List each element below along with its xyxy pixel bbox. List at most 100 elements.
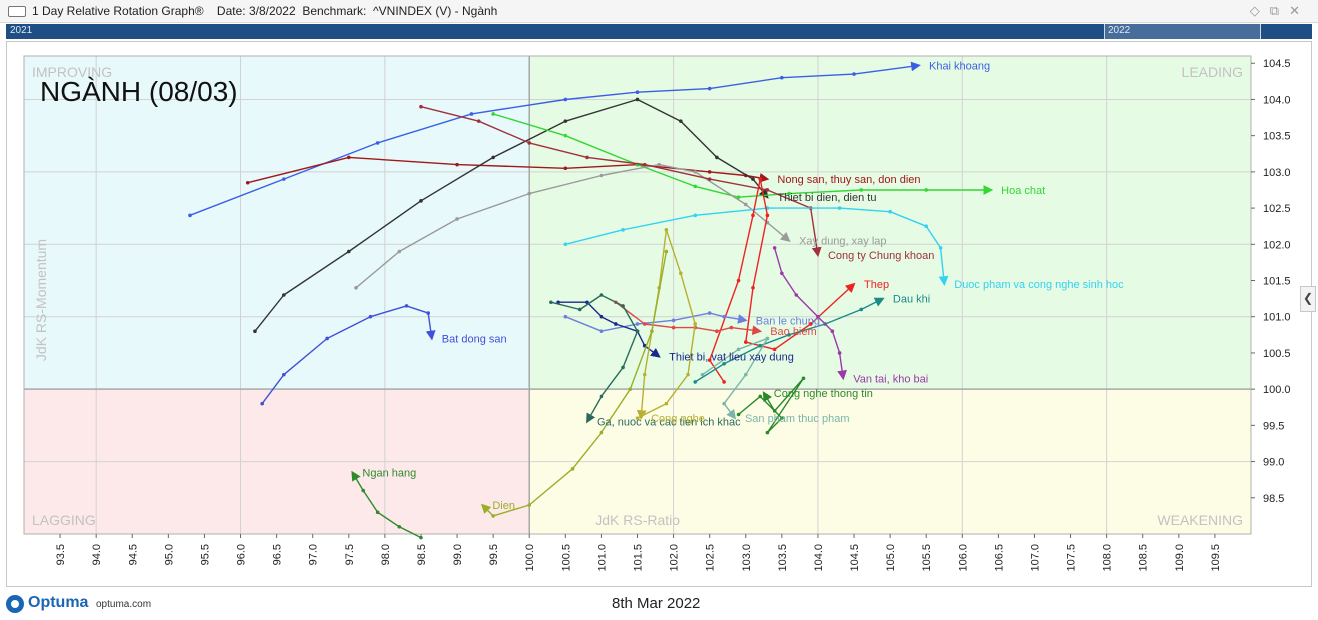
series-point [426,311,430,315]
series-point [491,514,495,518]
series-point [642,162,647,167]
quadrant-label-improving: IMPROVING [32,64,112,80]
x-tick-label: 100.0 [524,544,536,572]
series-point [253,329,257,334]
series-point [599,430,604,435]
x-tick-label: 99.5 [488,544,500,565]
series-point [693,170,698,174]
series-point [491,112,495,116]
x-tick-label: 109.5 [1210,544,1222,572]
series-point [621,228,625,232]
x-tick-label: 96.0 [236,544,248,565]
series-point [455,162,459,167]
y-tick-label: 104.5 [1263,58,1291,70]
quadrant-label-leading: LEADING [1182,64,1243,80]
series-point [743,372,748,377]
series-point [736,412,741,417]
x-tick-label: 106.5 [993,544,1005,572]
app-icon [8,6,26,17]
series-point [751,177,755,181]
x-tick-label: 107.0 [1029,544,1041,572]
series-point [635,97,640,102]
series-point [707,170,712,174]
x-tick-label: 98.0 [380,544,392,565]
quadrant-label-lagging: LAGGING [32,512,96,528]
series-point [722,362,726,366]
pin-icon[interactable]: ◇ [1249,3,1270,18]
series-tail [355,163,791,289]
close-icon[interactable]: ✕ [1289,3,1310,18]
series-point [599,173,604,178]
window-title: 1 Day Relative Rotation Graph® Date: 3/8… [32,4,498,18]
x-tick-label: 103.5 [777,544,789,572]
y-tick-label: 100.5 [1263,348,1291,360]
y-tick-label: 104.0 [1263,94,1291,106]
series-point [563,314,568,319]
series-point [642,372,647,377]
series-label: Cong nghe thong tin [774,388,873,400]
timeline-scroller[interactable]: 2021 2022 [6,24,1312,39]
x-tick-label: 99.0 [452,544,464,565]
series-point [419,199,423,203]
series-point [679,271,683,276]
series-point [736,195,741,200]
x-tick-label: 108.5 [1138,544,1150,572]
y-tick-label: 101.5 [1263,276,1291,288]
window-titlebar: 1 Day Relative Rotation Graph® Date: 3/8… [0,0,1318,23]
series-point [924,224,929,228]
y-tick-label: 102.5 [1263,203,1291,215]
series-point [621,304,625,308]
series-point [780,271,784,276]
series-point [419,535,423,540]
x-tick-label: 95.5 [199,544,211,565]
series-point [736,347,741,352]
series-point [707,86,712,91]
series-point [664,249,669,254]
series-point [563,166,568,171]
series-point [527,503,532,507]
series-label: Van tai, kho bai [853,373,928,385]
x-tick-label: 100.5 [560,544,572,572]
series-point [765,213,770,218]
series-point [346,155,351,160]
window-controls: ◇⧉✕ [1250,3,1310,19]
y-tick-label: 100.0 [1263,384,1291,396]
x-tick-label: 104.5 [849,544,861,572]
series-point [700,372,705,377]
timeline-end-label: 2022 [1108,25,1131,36]
series-point [751,285,755,290]
x-tick-label: 94.0 [91,544,103,565]
y-tick-label: 99.0 [1263,457,1284,469]
series-point [859,307,864,312]
series-point [671,318,676,323]
series-tail [702,337,769,420]
series-label: Cong ty Chung khoan [828,250,934,262]
series-point [657,162,661,167]
chart-title: NGÀNH (08/03) [40,76,238,107]
series-point [635,329,640,334]
logo-url: optuma.com [96,599,152,610]
series-label: Khai khoang [929,60,990,72]
series-label: Dau khi [893,294,930,306]
y-tick-label: 102.0 [1263,239,1291,251]
series-point [707,358,712,362]
series-point [772,409,777,413]
timeline-handle[interactable] [1104,24,1261,39]
collapse-panel-button[interactable]: ❮ [1300,286,1316,312]
series-point [736,278,741,283]
timeline-start-label: 2021 [10,25,33,36]
footer-date: 8th Mar 2022 [612,595,701,612]
series-point [758,343,762,348]
series-point [693,213,698,218]
series-point [743,202,748,207]
series-point [469,112,474,116]
logo-text: Optuma [28,594,89,611]
series-tail [480,251,668,517]
series-label: Ga, nuoc va cac tien ich khac [597,417,741,429]
series-point [282,177,286,181]
restore-icon[interactable]: ⧉ [1269,3,1290,18]
series-point [780,416,784,420]
series-point [585,300,589,305]
series-point [758,177,762,181]
y-tick-label: 98.5 [1263,493,1284,505]
